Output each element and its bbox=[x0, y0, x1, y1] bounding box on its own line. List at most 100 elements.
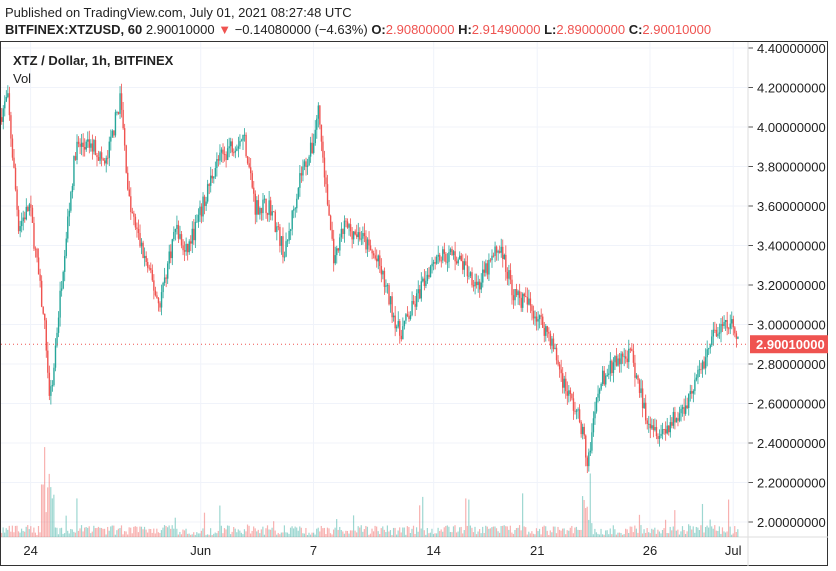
candle-body bbox=[91, 143, 94, 152]
volume-bar bbox=[712, 528, 714, 537]
volume-bar bbox=[99, 527, 101, 537]
volume-bar bbox=[509, 525, 511, 537]
candle-body bbox=[111, 130, 114, 137]
candle-body bbox=[666, 425, 668, 434]
volume-bar bbox=[188, 533, 190, 537]
candle-body bbox=[406, 314, 409, 317]
volume-bar bbox=[408, 527, 410, 537]
candle-body bbox=[488, 259, 490, 275]
volume-bar bbox=[411, 528, 413, 537]
volume-bar bbox=[632, 532, 634, 537]
candle-body bbox=[120, 93, 123, 110]
candle-body bbox=[123, 128, 126, 146]
volume-bar bbox=[595, 532, 598, 537]
volume-bar bbox=[391, 534, 393, 537]
candle-body bbox=[140, 242, 143, 247]
candle-body bbox=[309, 142, 312, 157]
candle-body bbox=[711, 336, 713, 346]
candle-body bbox=[39, 274, 41, 281]
candle-body bbox=[577, 409, 579, 411]
volume-bar bbox=[692, 526, 694, 537]
candle-body bbox=[451, 249, 453, 256]
candle-body bbox=[280, 236, 283, 246]
candle-body bbox=[137, 229, 140, 234]
candle-body bbox=[257, 200, 260, 215]
volume-bar bbox=[495, 528, 498, 537]
volume-bar bbox=[394, 527, 396, 537]
volume-bar bbox=[731, 534, 733, 537]
candle-body bbox=[641, 388, 644, 409]
volume-bar bbox=[661, 529, 664, 537]
candle-body bbox=[558, 364, 561, 370]
volume-bar bbox=[526, 534, 528, 537]
volume-bar bbox=[377, 531, 379, 537]
candle-body bbox=[714, 329, 716, 331]
candle-body bbox=[193, 228, 195, 241]
volume-bar bbox=[5, 528, 7, 537]
volume-bar bbox=[40, 484, 43, 537]
volume-bar bbox=[325, 534, 327, 537]
candle-body bbox=[449, 249, 452, 253]
candle-body bbox=[472, 285, 475, 287]
candle-body bbox=[460, 255, 462, 262]
volume-bar bbox=[139, 526, 141, 537]
volume-bar bbox=[498, 532, 501, 537]
volume-bar bbox=[578, 530, 581, 537]
candle-body bbox=[14, 167, 17, 190]
volume-bar bbox=[399, 527, 401, 537]
candle-body bbox=[586, 457, 588, 467]
volume-bar bbox=[425, 534, 427, 537]
candle-body bbox=[545, 326, 547, 336]
volume-bar bbox=[641, 533, 644, 537]
volume-bar bbox=[280, 532, 282, 537]
candle-body bbox=[523, 293, 525, 297]
candle-body bbox=[448, 252, 450, 262]
candle-body bbox=[213, 176, 215, 179]
volume-bar bbox=[631, 526, 633, 537]
candle-body bbox=[515, 288, 518, 296]
volume-bar bbox=[380, 528, 382, 537]
candle-body bbox=[322, 141, 324, 158]
volume-bar bbox=[339, 526, 341, 537]
candle-body bbox=[230, 141, 232, 147]
volume-bar bbox=[199, 533, 201, 537]
candle-body bbox=[136, 227, 138, 230]
volume-bar bbox=[220, 525, 222, 537]
candle-body bbox=[603, 370, 605, 385]
volume-bar bbox=[618, 532, 621, 537]
volume-bar bbox=[210, 528, 212, 537]
volume-bar bbox=[73, 531, 75, 537]
volume-bar bbox=[732, 533, 734, 537]
volume-bar bbox=[628, 532, 630, 537]
candle-body bbox=[644, 402, 647, 421]
volume-bar bbox=[173, 528, 175, 537]
candle-body bbox=[76, 141, 78, 160]
low-label: L: bbox=[544, 22, 557, 37]
volume-bar bbox=[723, 531, 725, 537]
volume-bar bbox=[203, 512, 206, 537]
legend-volume: Vol bbox=[13, 71, 32, 86]
candle-body bbox=[320, 124, 323, 142]
candle-body bbox=[243, 134, 246, 136]
volume-bar bbox=[614, 529, 616, 537]
candle-body bbox=[360, 238, 363, 240]
volume-bar bbox=[542, 526, 544, 537]
volume-bar bbox=[363, 529, 365, 537]
volume-bar bbox=[475, 534, 478, 537]
candle-body bbox=[314, 129, 316, 144]
volume-bar bbox=[623, 534, 625, 537]
candle-body bbox=[640, 388, 642, 393]
volume-bar bbox=[451, 532, 453, 537]
volume-bar bbox=[196, 532, 198, 537]
candle-body bbox=[734, 327, 736, 334]
volume-bar bbox=[688, 524, 690, 537]
candle-body bbox=[412, 300, 415, 304]
candle-body bbox=[57, 317, 60, 333]
y-tick-label: 2.80000000 bbox=[757, 357, 826, 372]
volume-bar bbox=[226, 525, 229, 537]
candle-body bbox=[306, 165, 309, 167]
volume-bar bbox=[97, 526, 100, 537]
volume-bar bbox=[4, 532, 6, 537]
volume-bar bbox=[103, 528, 106, 537]
